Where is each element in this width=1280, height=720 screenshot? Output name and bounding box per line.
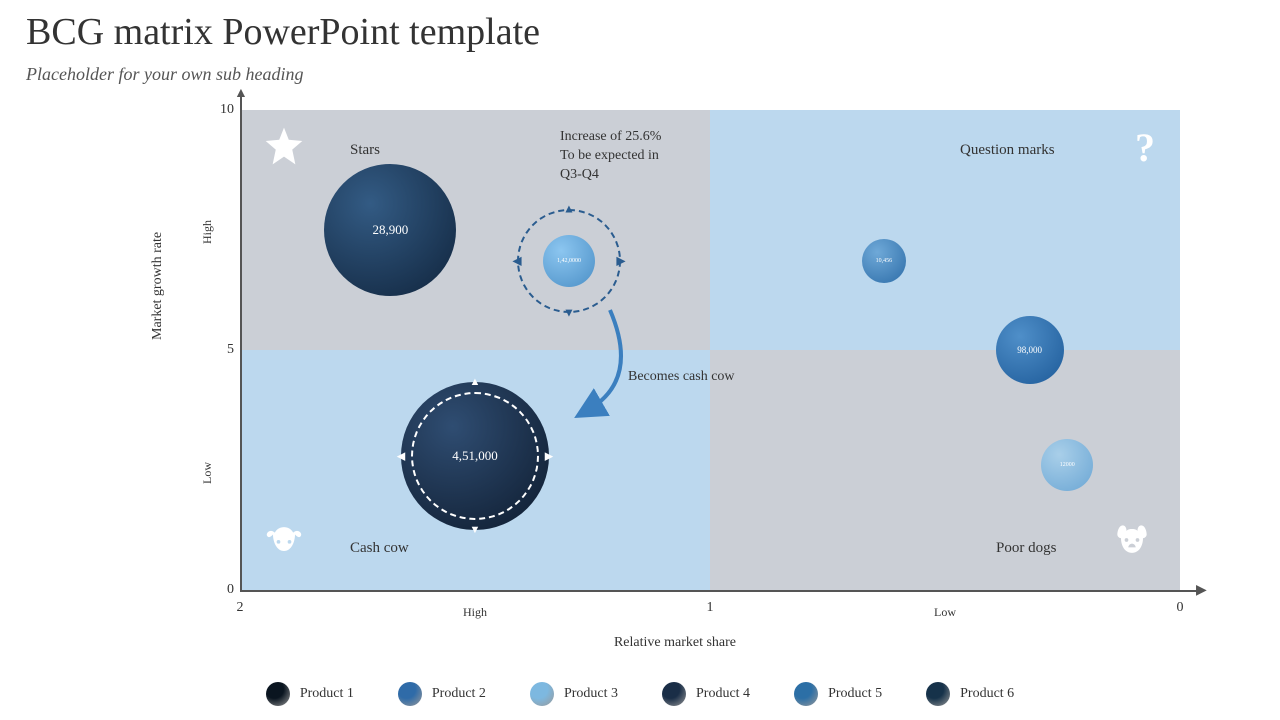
x-axis bbox=[240, 590, 1200, 592]
y-axis bbox=[240, 92, 242, 590]
legend-item: Product 1 bbox=[266, 682, 354, 706]
annotation-cashcow: Becomes cash cow bbox=[628, 368, 735, 387]
page-subtitle: Placeholder for your own sub heading bbox=[26, 64, 303, 85]
x-tick: 1 bbox=[707, 600, 714, 616]
question-icon: ? bbox=[1135, 124, 1155, 171]
legend: Product 1 Product 2 Product 3 Product 4 Prod… bbox=[0, 682, 1280, 706]
y-tick: 5 bbox=[210, 342, 234, 358]
legend-label: Product 4 bbox=[696, 686, 750, 702]
legend-item: Product 4 bbox=[662, 682, 750, 706]
bubble-product-2: 98,000 bbox=[996, 316, 1064, 384]
y-tick: 10 bbox=[210, 102, 234, 118]
star-icon bbox=[262, 124, 306, 178]
legend-swatch bbox=[662, 682, 686, 706]
x-qual-label: Low bbox=[934, 605, 956, 620]
y-tick: 0 bbox=[210, 582, 234, 598]
bubble-product-3: 1,42,0000 bbox=[543, 235, 595, 287]
legend-swatch bbox=[266, 682, 290, 706]
x-tick: 0 bbox=[1177, 600, 1184, 616]
legend-item: Product 2 bbox=[398, 682, 486, 706]
y-qual-label: Low bbox=[200, 462, 215, 484]
page-title: BCG matrix PowerPoint template bbox=[26, 10, 540, 54]
y-qual-label: High bbox=[200, 220, 215, 244]
label-cash-cow: Cash cow bbox=[350, 540, 409, 557]
legend-label: Product 1 bbox=[300, 686, 354, 702]
x-axis-label: Relative market share bbox=[140, 635, 1210, 651]
legend-label: Product 3 bbox=[564, 686, 618, 702]
cow-icon bbox=[262, 518, 306, 567]
label-stars: Stars bbox=[350, 142, 380, 159]
legend-swatch bbox=[398, 682, 422, 706]
bubble-product-4: 4,51,000 bbox=[401, 382, 549, 530]
bubble-product-1: 28,900 bbox=[324, 164, 456, 296]
legend-swatch bbox=[530, 682, 554, 706]
legend-label: Product 2 bbox=[432, 686, 486, 702]
quad-question-marks bbox=[710, 110, 1180, 350]
x-tick: 2 bbox=[237, 600, 244, 616]
legend-label: Product 6 bbox=[960, 686, 1014, 702]
y-axis-arrow: ▲ bbox=[234, 86, 248, 102]
plot-area: ? Stars Question marks Cash cow Poor dog… bbox=[240, 110, 1180, 590]
bubble-product-5: 10,456 bbox=[862, 239, 906, 283]
x-axis-arrow: ▶ bbox=[1196, 582, 1207, 599]
legend-swatch bbox=[926, 682, 950, 706]
dog-icon bbox=[1110, 518, 1154, 567]
legend-swatch bbox=[794, 682, 818, 706]
label-question-marks: Question marks bbox=[960, 142, 1055, 159]
x-qual-label: High bbox=[463, 605, 487, 620]
legend-item: Product 5 bbox=[794, 682, 882, 706]
bcg-chart: ? Stars Question marks Cash cow Poor dog… bbox=[140, 110, 1210, 670]
legend-item: Product 6 bbox=[926, 682, 1014, 706]
legend-item: Product 3 bbox=[530, 682, 618, 706]
legend-label: Product 5 bbox=[828, 686, 882, 702]
label-poor-dogs: Poor dogs bbox=[996, 540, 1056, 557]
y-axis-label: Market growth rate bbox=[150, 232, 166, 340]
annotation-increase: Increase of 25.6%To be expected inQ3-Q4 bbox=[560, 128, 661, 185]
bubble-product-6: 12000 bbox=[1041, 439, 1093, 491]
